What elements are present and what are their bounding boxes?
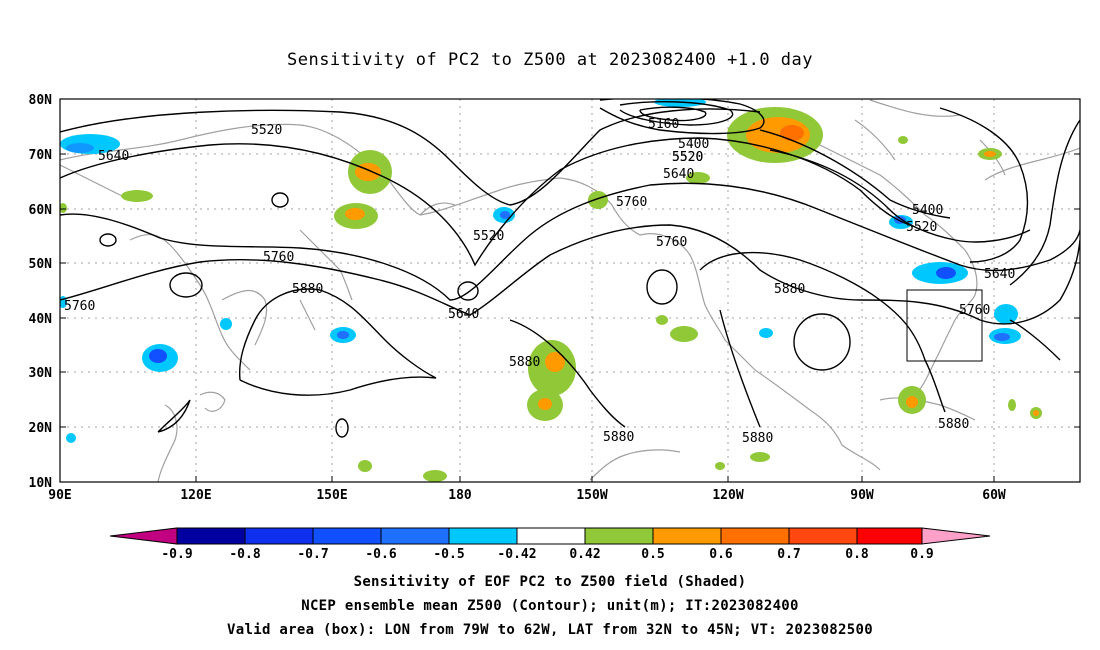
- contour-label: 5160: [648, 117, 679, 132]
- colorbar-swatch: [856, 527, 923, 545]
- contour-label: 5520: [473, 229, 504, 244]
- colorbar-swatch: [516, 527, 586, 545]
- contour-label: 5640: [98, 149, 129, 164]
- contour-label: 5520: [906, 220, 937, 235]
- lon-tick-label: 180: [448, 488, 472, 503]
- colorbar-swatch: [720, 527, 790, 545]
- lat-tick-label: 70N: [29, 148, 53, 163]
- colorbar-label: 0.5: [641, 547, 664, 562]
- colorbar-swatch: [176, 527, 246, 545]
- lat-tick-label: 10N: [29, 476, 53, 491]
- footer-line-3: Valid area (box): LON from 79W to 62W, L…: [227, 622, 873, 638]
- lat-tick-label: 30N: [29, 366, 53, 381]
- map-frame: [59, 98, 1081, 483]
- lon-tick-label: 120E: [180, 488, 211, 503]
- footer-line-1: Sensitivity of EOF PC2 to Z500 field (Sh…: [353, 574, 747, 590]
- lat-tick-label: 60N: [29, 203, 53, 218]
- contour-label: 5880: [938, 417, 969, 432]
- colorbar-label: -0.6: [365, 547, 396, 562]
- contour-label: 5880: [774, 282, 805, 297]
- contour-label: 5520: [672, 150, 703, 165]
- lat-tick-label: 80N: [29, 93, 53, 108]
- contour-label: 5520: [672, 150, 703, 165]
- contour-label: 5640: [448, 307, 479, 322]
- colorbar-swatch: [380, 527, 450, 545]
- lon-tick-label: 90E: [48, 488, 71, 503]
- colorbar-label: -0.7: [297, 547, 328, 562]
- contour-label-group: 5520 5640 5760 5880 5520 5760 5880 5640 …: [64, 117, 1015, 446]
- contour-label: 5400: [912, 203, 943, 218]
- colorbar-label: -0.5: [433, 547, 464, 562]
- contour-label: 5880: [742, 431, 773, 446]
- longitude-labels: 90E 120E 150E 180 150W 120W 90W 60W: [48, 488, 1006, 503]
- map-title: Sensitivity of PC2 to Z500 at 2023082400…: [286, 50, 813, 70]
- colorbar-label: -0.42: [497, 547, 536, 562]
- colorbar-low-arrow: [109, 527, 178, 545]
- contour-label: 5880: [292, 282, 323, 297]
- map-ticks: [59, 99, 1080, 482]
- contour-label: 5760: [616, 195, 647, 210]
- lat-tick-label: 50N: [29, 257, 53, 272]
- contour-label: 5760: [959, 303, 990, 318]
- colorbar-label: 0.7: [777, 547, 800, 562]
- colorbar-swatch: [448, 527, 518, 545]
- colorbar-swatch: [312, 527, 382, 545]
- colorbar: [109, 527, 991, 545]
- contour-label: 5400: [678, 137, 709, 152]
- colorbar-swatch: [244, 527, 314, 545]
- latitude-labels: 80N 70N 60N 50N 40N 30N 20N 10N: [29, 93, 53, 491]
- lat-tick-label: 40N: [29, 312, 53, 327]
- colorbar-swatch: [584, 527, 654, 545]
- lon-tick-label: 60W: [982, 488, 1006, 503]
- colorbar-labels: -0.9 -0.8 -0.7 -0.6 -0.5 -0.42 0.42 0.5 …: [161, 547, 933, 562]
- z500-contours: [60, 99, 1080, 438]
- colorbar-swatch: [788, 527, 858, 545]
- lon-tick-label: 90W: [850, 488, 874, 503]
- lon-tick-label: 150E: [316, 488, 347, 503]
- contour-label: 5760: [64, 299, 95, 314]
- valid-area-box: [906, 289, 983, 362]
- contour-label: 5760: [263, 250, 294, 265]
- lon-tick-label: 120W: [712, 488, 743, 503]
- graticule: [60, 99, 1080, 482]
- colorbar-label: -0.9: [161, 547, 192, 562]
- colorbar-label: 0.42: [569, 547, 600, 562]
- contour-label: 5640: [984, 267, 1015, 282]
- colorbar-swatch: [652, 527, 722, 545]
- contour-label: 5880: [509, 355, 540, 370]
- lat-tick-label: 20N: [29, 421, 53, 436]
- colorbar-label: 0.8: [845, 547, 869, 562]
- lon-tick-label: 150W: [576, 488, 607, 503]
- contour-label: 5760: [656, 235, 687, 250]
- colorbar-label: -0.8: [229, 547, 260, 562]
- colorbar-label: 0.6: [709, 547, 733, 562]
- contour-label: 5520: [251, 123, 282, 138]
- contour-label: 5880: [603, 430, 634, 445]
- contour-label: 5640: [663, 167, 694, 182]
- colorbar-high-arrow: [921, 527, 991, 545]
- footer-line-2: NCEP ensemble mean Z500 (Contour); unit(…: [301, 598, 799, 614]
- colorbar-label: 0.9: [910, 547, 933, 562]
